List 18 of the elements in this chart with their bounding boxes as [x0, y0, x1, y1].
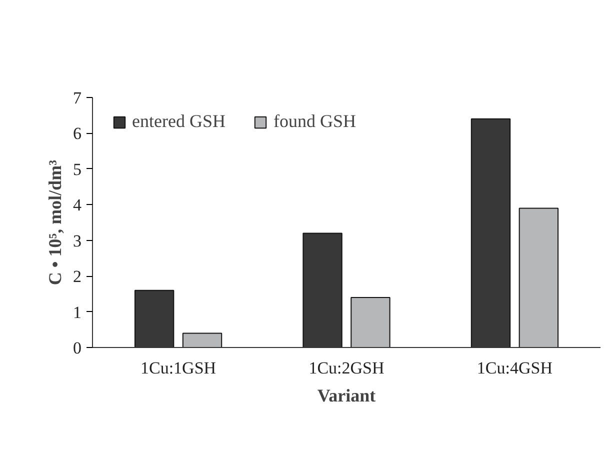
x-tick-label: 1Cu:1GSH [140, 358, 216, 378]
y-tick-label: 0 [73, 338, 82, 358]
y-tick-label: 4 [73, 196, 82, 215]
y-tick-label: 1 [73, 302, 82, 322]
y-tick-label: 6 [73, 124, 82, 144]
x-tick-label: 1Cu:4GSH [476, 358, 553, 378]
bar [350, 297, 390, 348]
bar [182, 332, 222, 348]
y-tick-label: 7 [73, 88, 82, 108]
legend-label: found GSH [273, 111, 356, 132]
y-axis-title: C • 10⁵, mol/dm³ [45, 159, 65, 286]
y-tick-label: 5 [73, 160, 82, 179]
x-tick-label: 1Cu:2GSH [308, 358, 384, 378]
y-tick-label: 3 [73, 231, 82, 250]
x-axis-title: Variant [317, 386, 376, 406]
y-tick-label: 2 [73, 267, 82, 286]
legend-label: entered GSH [132, 111, 226, 132]
bar [518, 208, 559, 348]
